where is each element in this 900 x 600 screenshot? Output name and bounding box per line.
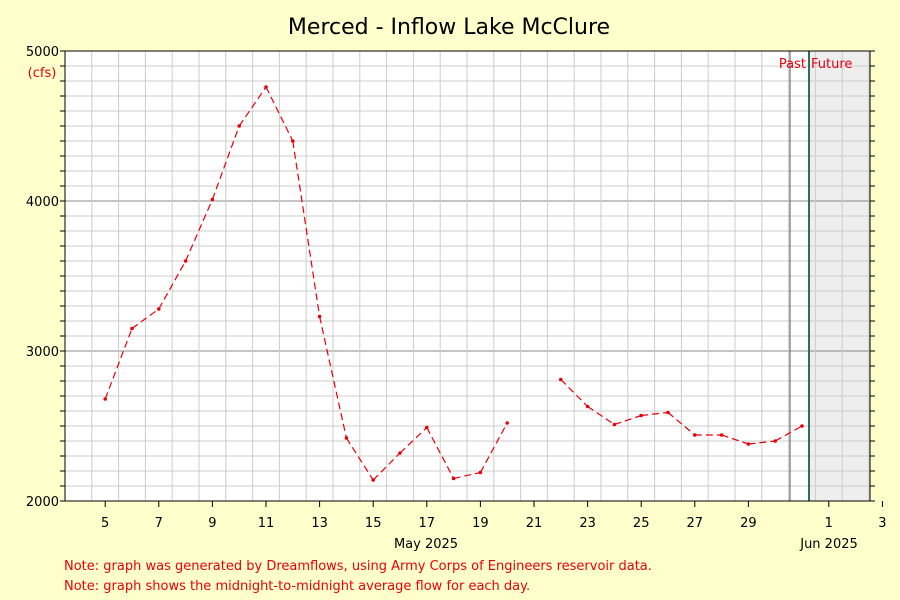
data-point bbox=[103, 397, 107, 401]
x-tick-label: 19 bbox=[472, 516, 489, 531]
data-point bbox=[478, 470, 483, 475]
data-point bbox=[317, 314, 322, 319]
x-tick-label: 9 bbox=[208, 516, 216, 531]
data-point bbox=[371, 478, 376, 482]
series-segment bbox=[292, 140, 321, 317]
series-segment bbox=[774, 425, 803, 442]
data-point bbox=[693, 433, 697, 437]
data-point bbox=[559, 377, 563, 382]
series-segment bbox=[453, 471, 481, 480]
y-tick-label: 4000 bbox=[26, 195, 59, 210]
data-point bbox=[130, 326, 134, 331]
month-label-jun: Jun 2025 bbox=[799, 537, 858, 552]
series-segment bbox=[399, 427, 428, 454]
x-tick-label: 17 bbox=[419, 516, 436, 531]
series-segment bbox=[211, 125, 240, 200]
x-tick-label: 23 bbox=[579, 516, 596, 531]
data-point bbox=[666, 410, 670, 415]
data-point bbox=[505, 421, 510, 425]
data-point bbox=[344, 436, 349, 440]
y-tick-label: 2000 bbox=[26, 495, 59, 510]
data-point bbox=[719, 433, 724, 437]
data-point bbox=[746, 442, 751, 446]
data-point bbox=[264, 85, 268, 89]
series-segment bbox=[426, 427, 455, 479]
series-segment bbox=[560, 379, 589, 407]
x-tick-labels: 5 7 9 11 13 15 17 19 21 23 25 27 29 1 3 bbox=[101, 516, 886, 531]
y-axis-unit-label: (cfs) bbox=[28, 66, 57, 81]
series-segment bbox=[131, 308, 160, 329]
data-point bbox=[398, 451, 402, 455]
x-tick-label: 25 bbox=[633, 516, 650, 531]
series-segment bbox=[587, 406, 615, 425]
data-point bbox=[237, 124, 241, 128]
plot-frame bbox=[64, 50, 871, 502]
x-tick-label: 7 bbox=[155, 516, 163, 531]
x-tick-label: 21 bbox=[526, 516, 543, 531]
series-segment bbox=[641, 411, 669, 417]
note-data-source: Note: graph was generated by Dreamflows,… bbox=[64, 559, 652, 574]
x-tick-label: 1 bbox=[825, 516, 833, 531]
series-segment bbox=[238, 86, 267, 127]
data-point bbox=[639, 413, 643, 418]
x-tick-label: 3 bbox=[878, 516, 886, 531]
x-tick-label: 15 bbox=[365, 516, 382, 531]
series-segment bbox=[265, 86, 294, 142]
data-point bbox=[425, 425, 429, 430]
data-point bbox=[157, 307, 161, 311]
series-segment bbox=[185, 199, 213, 262]
x-tick-label: 11 bbox=[258, 516, 275, 531]
series-segment bbox=[372, 452, 401, 481]
month-label-may: May 2025 bbox=[394, 537, 458, 552]
future-label: Future bbox=[811, 57, 852, 72]
y-tick-labels: 2000 3000 4000 5000 bbox=[26, 45, 59, 510]
axis-ticks bbox=[60, 50, 883, 507]
series-segment bbox=[104, 328, 133, 400]
x-tick-label: 13 bbox=[311, 516, 328, 531]
data-point bbox=[183, 259, 188, 263]
past-label: Past bbox=[779, 57, 806, 72]
series-segment bbox=[614, 414, 642, 426]
data-point bbox=[800, 424, 804, 428]
grid bbox=[65, 50, 870, 502]
series-segment bbox=[667, 412, 696, 436]
data-point bbox=[451, 476, 456, 481]
series-segment bbox=[479, 422, 508, 473]
x-tick-label: 5 bbox=[101, 516, 109, 531]
y-tick-label: 5000 bbox=[26, 45, 59, 60]
data-point bbox=[291, 139, 295, 143]
x-tick-label: 29 bbox=[740, 516, 757, 531]
y-tick-label: 3000 bbox=[26, 345, 59, 360]
series-segment bbox=[748, 440, 776, 445]
note-average-flow: Note: graph shows the midnight-to-midnig… bbox=[64, 579, 530, 594]
data-point bbox=[585, 404, 590, 409]
x-tick-label: 27 bbox=[687, 516, 704, 531]
data-point bbox=[612, 422, 617, 427]
data-point bbox=[210, 197, 215, 202]
series-inflow bbox=[103, 85, 804, 482]
series-segment bbox=[158, 260, 187, 310]
series-segment bbox=[319, 316, 347, 439]
data-point bbox=[773, 439, 777, 443]
series-segment bbox=[721, 434, 749, 445]
chart-title: Merced - Inflow Lake McClure bbox=[288, 15, 610, 40]
series-segment bbox=[345, 437, 374, 481]
